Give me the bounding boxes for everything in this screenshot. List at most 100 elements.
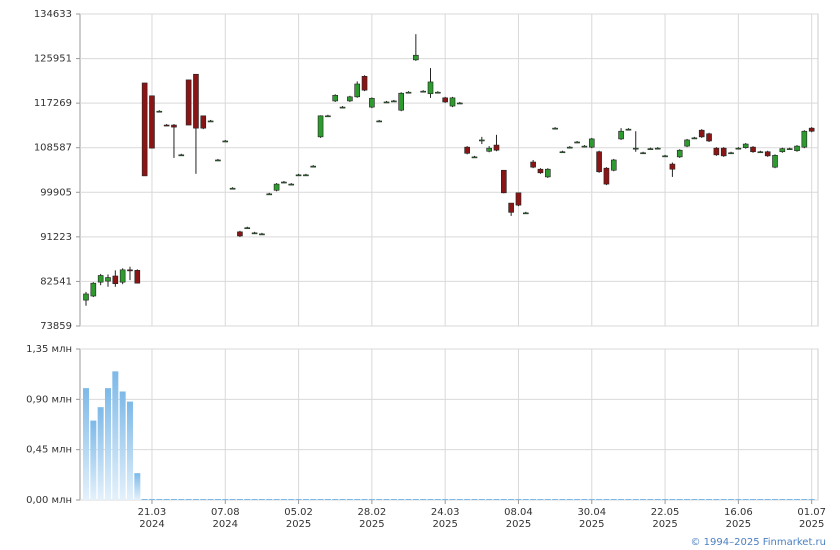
candle-body [684,139,690,147]
volume-bar [669,499,676,500]
candle-body [288,183,295,186]
candle-body [281,181,287,184]
candle-body [90,282,97,297]
y-tick-label: 82541 [40,276,72,287]
candle-body [215,159,221,162]
candle-body [112,275,119,284]
candle-body [222,140,229,143]
candle-body [332,94,339,102]
candle-body [398,92,404,111]
volume-bar [90,420,97,500]
candle-body [537,168,544,174]
candle-body [273,183,280,191]
volume-bar [493,499,500,500]
volume-bar [640,499,647,500]
footer: © 1994–2025 Finmarket.ru [690,537,826,548]
candle-body [662,155,668,158]
candle-body [391,100,397,103]
volume-bar [464,499,471,500]
volume-bar [185,499,192,500]
candle-body [149,95,155,149]
candle-body [427,81,434,95]
x-tick-label: 07.08 2024 [211,507,240,530]
volume-bar [566,499,573,500]
candle-body [185,79,192,126]
candle-body [574,141,580,144]
x-tick-label: 28.02 2025 [358,507,387,530]
candle-body [435,91,441,94]
volume-bar [361,499,368,500]
candle-body [625,128,632,131]
candle-body [801,130,808,148]
volume-bar [618,499,625,500]
candle-body [244,227,251,230]
y-tick-label: 0,90 млн [26,394,72,405]
candle-body [676,149,683,158]
volume-bar [134,473,141,500]
volume-bar [603,499,610,500]
candle-body [654,147,661,150]
candle-body [757,151,764,154]
candle-body [735,147,742,150]
candle-body [178,154,185,157]
candle-body [515,192,522,206]
volume-bar [530,499,537,500]
candle-body [794,145,800,152]
volume-bar [662,499,669,500]
candle-body [442,97,448,103]
x-tick-label: 21.03 2024 [138,507,167,530]
volume-bar [684,499,691,500]
candle-body [588,138,595,148]
volume-bar [522,499,529,500]
volume-bar [302,499,309,500]
candle-body [544,168,551,178]
candle-body [728,152,734,155]
x-tick-label: 24.03 2025 [431,507,460,530]
candle-body [640,152,646,155]
y-tick-label: 108587 [34,143,72,154]
candle-body [383,101,390,104]
candle-body [464,146,470,154]
y-tick-label: 1,35 млн [26,344,72,355]
volume-bar [478,499,485,500]
candle-body [471,156,478,159]
candle-body [522,212,529,215]
volume-bar [258,499,265,500]
volume-bar [552,499,559,500]
volume-bar [632,499,639,500]
candle-body [105,277,111,282]
candle-body [603,167,610,185]
candle-body [449,97,456,107]
candle-body [163,124,170,127]
candle-body [566,146,573,149]
plot-frame [79,348,819,501]
volume-bar [104,388,111,500]
volume-bar [559,499,566,500]
volume-bar [346,499,353,500]
volume-bar [581,499,588,500]
volume-bar [214,499,221,500]
volume-bar [170,499,177,500]
volume-bar [728,499,735,500]
volume-bar [141,499,148,500]
candle-body [706,133,712,142]
volume-bar [332,499,339,500]
volume-bar [317,499,324,500]
candle-body [669,163,676,170]
y-tick-label: 91223 [40,232,72,243]
y-tick-label: 0,00 млн [26,495,72,506]
volume-bar [148,499,155,500]
candle-body [486,147,492,152]
candle-body [501,169,507,194]
volume-bar [405,499,412,500]
volume-bar [339,499,346,500]
candle-body [779,148,786,153]
volume-bar [574,499,581,500]
volume-bar [229,499,236,500]
y-tick-label: 117269 [34,98,72,109]
candle-body [610,159,617,171]
candle-body [156,110,163,113]
y-tick-label: 73859 [40,321,72,332]
volume-bar [280,499,287,500]
candle-body [750,146,756,153]
